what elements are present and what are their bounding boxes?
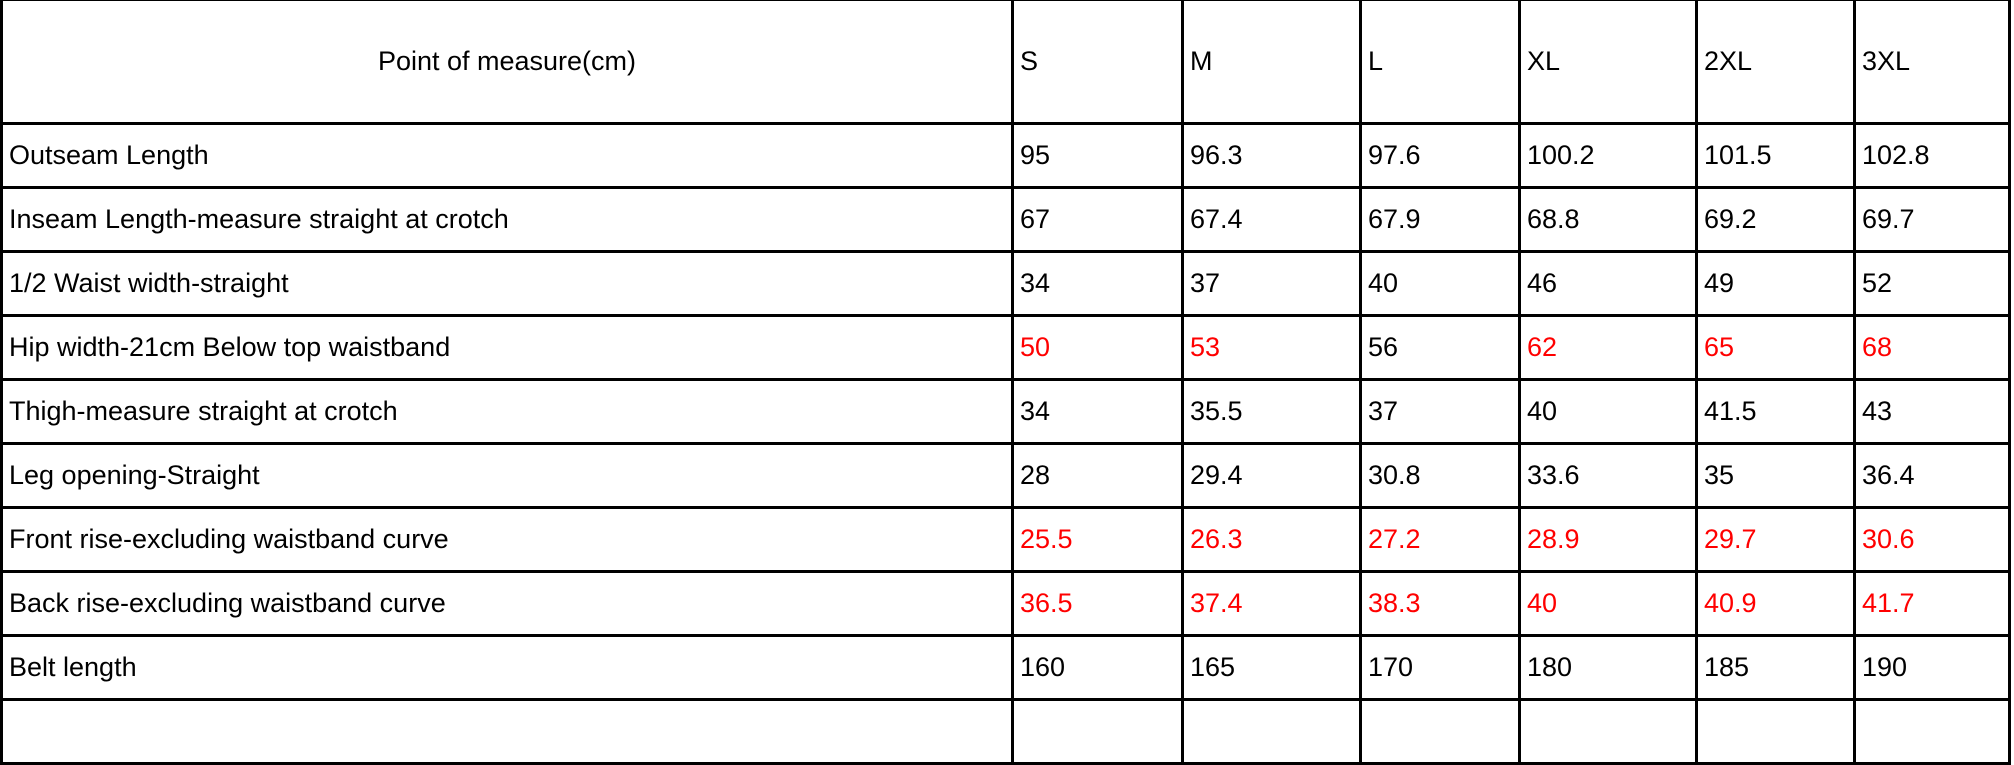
measure-value: 56 [1359, 314, 1521, 381]
measure-value: 190 [1853, 634, 2011, 701]
header-size-xl: XL [1518, 0, 1698, 125]
header-point-of-measure: Point of measure(cm) [0, 0, 1014, 125]
measure-value: 69.2 [1695, 186, 1856, 253]
table-row: Back rise-excluding waistband curve 36.5 3… [0, 570, 2011, 637]
measure-value: 95 [1011, 122, 1184, 189]
measure-value: 67.9 [1359, 186, 1521, 253]
table-row-empty [0, 698, 2011, 765]
measure-value: 96.3 [1181, 122, 1362, 189]
measure-value: 160 [1011, 634, 1184, 701]
measure-value: 50 [1011, 314, 1184, 381]
header-row: Point of measure(cm) S M L XL 2XL 3XL [0, 0, 2011, 125]
measure-value: 53 [1181, 314, 1362, 381]
measure-value: 29.4 [1181, 442, 1362, 509]
measure-value: 101.5 [1695, 122, 1856, 189]
measure-value: 27.2 [1359, 506, 1521, 573]
measure-label: Front rise-excluding waistband curve [0, 506, 1014, 573]
table-row: Inseam Length-measure straight at crotch… [0, 186, 2011, 253]
measure-value: 43 [1853, 378, 2011, 445]
table-row: Leg opening-Straight 28 29.4 30.8 33.6 35 36.4 [0, 442, 2011, 509]
measure-label: Hip width-21cm Below top waistband [0, 314, 1014, 381]
measure-value: 46 [1518, 250, 1698, 317]
measure-value: 28.9 [1518, 506, 1698, 573]
measure-value: 38.3 [1359, 570, 1521, 637]
empty-cell [1518, 698, 1698, 765]
measure-value: 35 [1695, 442, 1856, 509]
measure-value: 29.7 [1695, 506, 1856, 573]
measure-value: 30.8 [1359, 442, 1521, 509]
measure-value: 40.9 [1695, 570, 1856, 637]
measure-value: 41.5 [1695, 378, 1856, 445]
measure-value: 40 [1518, 570, 1698, 637]
measure-value: 34 [1011, 378, 1184, 445]
measure-value: 165 [1181, 634, 1362, 701]
empty-cell [0, 698, 1014, 765]
measure-value: 37.4 [1181, 570, 1362, 637]
measure-value: 26.3 [1181, 506, 1362, 573]
measure-value: 33.6 [1518, 442, 1698, 509]
table-row: Front rise-excluding waistband curve 25.5… [0, 506, 2011, 573]
measure-label: Outseam Length [0, 122, 1014, 189]
empty-cell [1695, 698, 1856, 765]
measure-value: 36.4 [1853, 442, 2011, 509]
measure-value: 40 [1518, 378, 1698, 445]
measure-value: 100.2 [1518, 122, 1698, 189]
measure-label: Inseam Length-measure straight at crotch [0, 186, 1014, 253]
measure-value: 67 [1011, 186, 1184, 253]
header-size-s: S [1011, 0, 1184, 125]
empty-cell [1359, 698, 1521, 765]
table-row: Thigh-measure straight at crotch 34 35.5 37… [0, 378, 2011, 445]
empty-cell [1853, 698, 2011, 765]
measure-label: Thigh-measure straight at crotch [0, 378, 1014, 445]
header-size-m: M [1181, 0, 1362, 125]
measure-label: Belt length [0, 634, 1014, 701]
header-size-l: L [1359, 0, 1521, 125]
measure-value: 180 [1518, 634, 1698, 701]
measure-value: 185 [1695, 634, 1856, 701]
measure-value: 170 [1359, 634, 1521, 701]
measure-value: 41.7 [1853, 570, 2011, 637]
measure-value: 37 [1181, 250, 1362, 317]
table-row: Hip width-21cm Below top waistband 50 53 56… [0, 314, 2011, 381]
table-row: Belt length 160 165 170 180 185 190 [0, 634, 2011, 701]
table-row: Outseam Length 95 96.3 97.6 100.2 101.5 102.8 [0, 122, 2011, 189]
measure-value: 25.5 [1011, 506, 1184, 573]
table-row: 1/2 Waist width-straight 34 37 40 46 49 52 [0, 250, 2011, 317]
header-size-3xl: 3XL [1853, 0, 2011, 125]
measure-label: 1/2 Waist width-straight [0, 250, 1014, 317]
measure-value: 30.6 [1853, 506, 2011, 573]
measure-value: 28 [1011, 442, 1184, 509]
header-size-2xl: 2XL [1695, 0, 1856, 125]
measure-value: 49 [1695, 250, 1856, 317]
measure-value: 69.7 [1853, 186, 2011, 253]
measure-value: 35.5 [1181, 378, 1362, 445]
measure-value: 36.5 [1011, 570, 1184, 637]
measure-value: 65 [1695, 314, 1856, 381]
measure-value: 102.8 [1853, 122, 2011, 189]
measure-value: 34 [1011, 250, 1184, 317]
measure-value: 68.8 [1518, 186, 1698, 253]
measure-value: 52 [1853, 250, 2011, 317]
measure-value: 40 [1359, 250, 1521, 317]
measure-value: 62 [1518, 314, 1698, 381]
measure-value: 37 [1359, 378, 1521, 445]
empty-cell [1011, 698, 1184, 765]
measure-value: 97.6 [1359, 122, 1521, 189]
measure-value: 68 [1853, 314, 2011, 381]
measure-label: Back rise-excluding waistband curve [0, 570, 1014, 637]
empty-cell [1181, 698, 1362, 765]
measure-label: Leg opening-Straight [0, 442, 1014, 509]
measure-value: 67.4 [1181, 186, 1362, 253]
